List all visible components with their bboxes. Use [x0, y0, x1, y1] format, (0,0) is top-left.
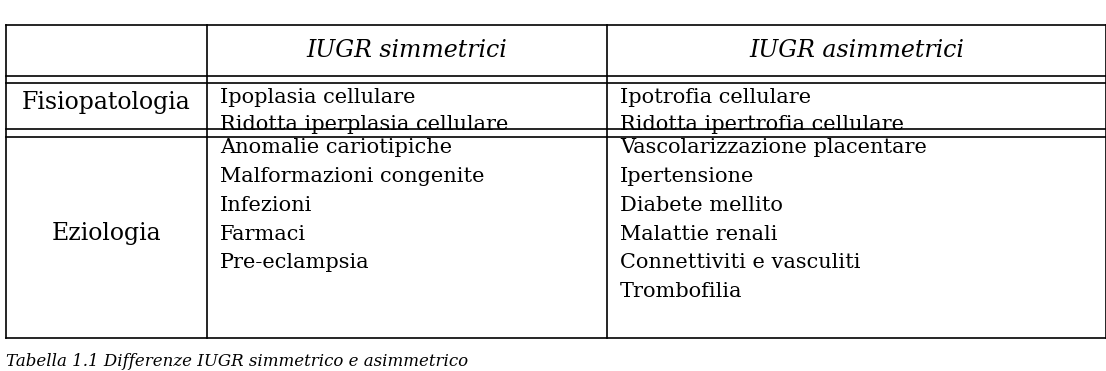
Text: Fisiopatologia: Fisiopatologia: [22, 91, 191, 114]
Text: Eziologia: Eziologia: [52, 222, 161, 245]
Text: Tabella 1.1 Differenze IUGR simmetrico e asimmetrico: Tabella 1.1 Differenze IUGR simmetrico e…: [7, 352, 469, 370]
Text: Ipotrofia cellulare
Ridotta ipertrofia cellulare: Ipotrofia cellulare Ridotta ipertrofia c…: [620, 88, 904, 134]
Text: Anomalie cariotipiche
Malformazioni congenite
Infezioni
Farmaci
Pre-eclampsia: Anomalie cariotipiche Malformazioni cong…: [220, 138, 484, 272]
Text: Vascolarizzazione placentare
Ipertensione
Diabete mellito
Malattie renali
Connet: Vascolarizzazione placentare Ipertension…: [620, 138, 927, 301]
Text: IUGR simmetrici: IUGR simmetrici: [306, 39, 507, 62]
Text: Ipoplasia cellulare
Ridotta iperplasia cellulare: Ipoplasia cellulare Ridotta iperplasia c…: [220, 88, 508, 134]
Text: IUGR asimmetrici: IUGR asimmetrici: [749, 39, 963, 62]
